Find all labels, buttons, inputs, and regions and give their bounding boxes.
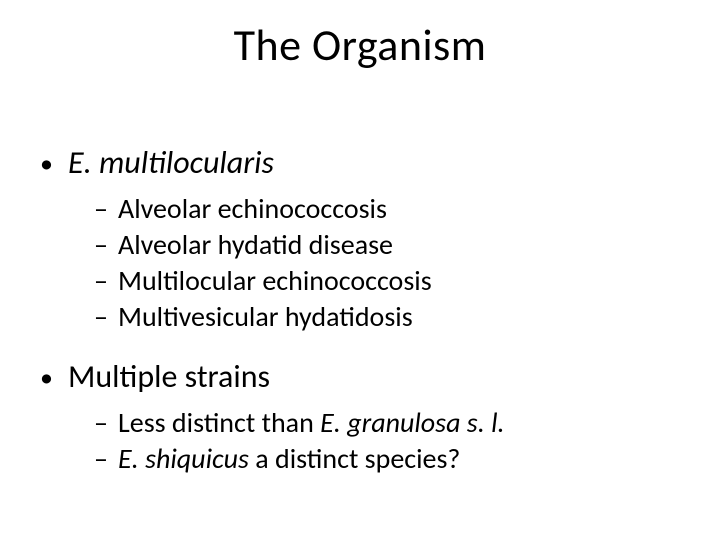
bullet-text: E. shiquicus a distinct species? <box>118 442 460 476</box>
bullet-level2: – Alveolar echinococcosis <box>94 192 680 226</box>
bullet-level2: – Multivesicular hydatidosis <box>94 300 680 334</box>
bullet-text: Alveolar hydatid disease <box>118 228 393 262</box>
bullet-text: Alveolar echinococcosis <box>118 192 387 226</box>
bullet-text: Multiple strains <box>68 358 270 396</box>
text-run: Less distinct than <box>118 405 320 440</box>
bullet-level1: • Multiple strains <box>40 358 680 396</box>
dash-glyph: – <box>94 228 118 262</box>
text-run: a distinct species? <box>249 441 460 476</box>
bullet-level2: – Less distinct than E. granulosa s. l. <box>94 406 680 440</box>
bullet-text: Less distinct than E. granulosa s. l. <box>118 406 505 440</box>
bullet-glyph: • <box>40 358 68 396</box>
bullet-text: Multilocular echinococcosis <box>118 264 432 298</box>
slide-title: The Organism <box>0 18 720 72</box>
bullet-text: Multivesicular hydatidosis <box>118 300 413 334</box>
dash-glyph: – <box>94 264 118 298</box>
slide: The Organism • E. multilocularis – Alveo… <box>0 0 720 540</box>
bullet-glyph: • <box>40 144 68 182</box>
text-run-italic: E. shiquicus <box>118 441 249 476</box>
bullet-text: E. multilocularis <box>68 144 274 182</box>
slide-body: • E. multilocularis – Alveolar echinococ… <box>40 130 680 478</box>
dash-glyph: – <box>94 406 118 440</box>
dash-glyph: – <box>94 300 118 334</box>
bullet-level2: – E. shiquicus a distinct species? <box>94 442 680 476</box>
bullet-level1: • E. multilocularis <box>40 144 680 182</box>
spacer <box>40 336 680 344</box>
dash-glyph: – <box>94 192 118 226</box>
bullet-level2: – Multilocular echinococcosis <box>94 264 680 298</box>
dash-glyph: – <box>94 442 118 476</box>
text-run-italic: E. granulosa s. l. <box>320 405 504 440</box>
bullet-level2: – Alveolar hydatid disease <box>94 228 680 262</box>
